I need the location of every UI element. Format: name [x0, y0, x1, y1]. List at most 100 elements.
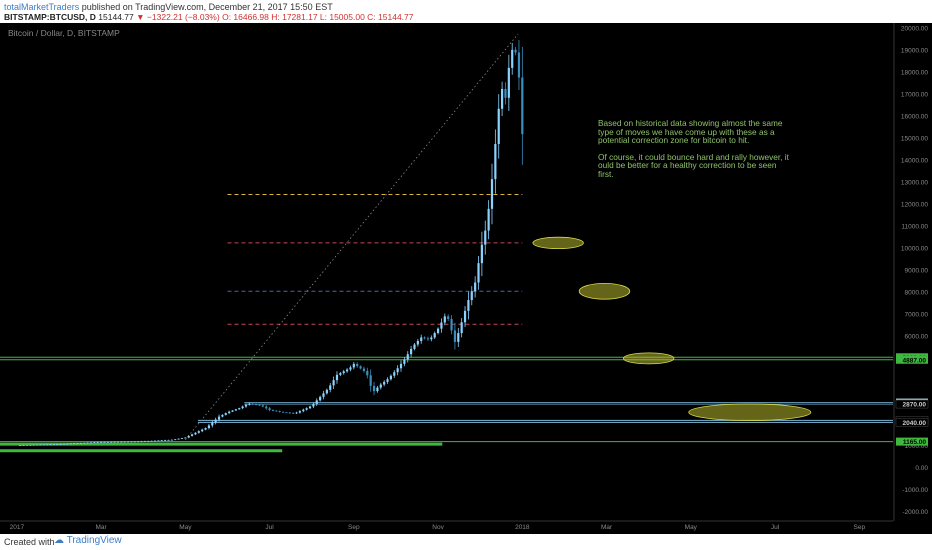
candle-body [19, 445, 22, 446]
last-price: 15144.77 [98, 12, 134, 22]
candle-body [389, 375, 392, 380]
time-axis-border [0, 520, 893, 522]
x-tick-label: Sep [854, 524, 866, 531]
candle-body [322, 393, 325, 397]
created-with-label: Created with [4, 537, 55, 547]
candle-body [234, 409, 237, 411]
price-chart[interactable]: Bitcoin / Dollar, D, BITSTAMP 20000.00 19… [0, 23, 932, 534]
ohlc-values: O: 16466.98 H: 17281.17 L: 15005.00 C: 1… [222, 12, 414, 22]
x-tick-label: May [179, 524, 192, 531]
candle-body [302, 409, 305, 412]
candle-body [130, 441, 133, 443]
candle-body [255, 404, 258, 405]
candle-body [83, 442, 86, 444]
candle-body [265, 406, 268, 409]
price-label: 2870.00 [903, 402, 927, 409]
candle-body [103, 441, 106, 443]
correction-zone-1[interactable] [532, 236, 584, 250]
y-tick-label: 9000.00 [905, 267, 929, 274]
candle-body [201, 429, 204, 432]
tradingview-logo[interactable]: ☁ TradingView [54, 535, 122, 546]
x-tick-label: Jul [265, 524, 274, 531]
candle-body [339, 373, 342, 375]
candle-body [207, 425, 211, 429]
candle-body [477, 263, 480, 283]
candle-body [204, 428, 207, 430]
candle-body [224, 413, 227, 415]
y-tick-label: 7000.00 [905, 311, 929, 318]
y-tick-label: 6000.00 [905, 333, 929, 340]
candle-body [164, 440, 167, 441]
candle-body [517, 52, 521, 78]
candle-body [238, 408, 241, 410]
candle-body [450, 319, 453, 331]
candle-body [25, 444, 29, 446]
price-change: −1322.21 (−8.03%) [146, 12, 220, 22]
candle-body [137, 441, 140, 443]
candle-body [244, 404, 248, 407]
candle-body [76, 443, 79, 444]
price-label-bg [895, 399, 929, 409]
candle-body [312, 403, 315, 407]
footer-bar: Created with ☁ TradingView [0, 534, 932, 550]
candle-body [359, 366, 362, 369]
candle-body [410, 348, 413, 355]
y-tick-label: -1000.00 [902, 487, 928, 494]
candle-body [376, 387, 379, 392]
candle-body [457, 333, 460, 342]
candle-body [521, 77, 524, 135]
correction-zone-4[interactable] [688, 403, 812, 422]
candle-body [453, 330, 457, 342]
candle-body [319, 396, 322, 401]
candle-body [56, 444, 59, 445]
candle-body [214, 419, 217, 423]
price-label-bg [896, 437, 928, 446]
y-tick-label: 13000.00 [901, 179, 928, 186]
candle-body [93, 442, 96, 444]
candle-body [416, 340, 419, 345]
candle-body [349, 367, 352, 370]
symbol-label: BITSTAMP:BTCUSD, D [4, 12, 96, 22]
candle-body [39, 444, 42, 446]
candle-body [217, 416, 221, 420]
y-tick-label: 17000.00 [901, 91, 928, 98]
candle-body [106, 441, 109, 443]
y-tick-label: 16000.00 [901, 113, 928, 120]
y-tick-label: 15000.00 [901, 135, 928, 142]
candle-body [295, 412, 298, 414]
candle-body [86, 442, 89, 444]
candle-body [399, 363, 403, 369]
author-link[interactable]: totalMarketTraders [4, 2, 80, 12]
x-tick-label: Mar [95, 524, 107, 531]
candle-body [251, 403, 254, 405]
chart-area[interactable]: Bitcoin / Dollar, D, BITSTAMP 20000.00 19… [0, 23, 932, 534]
candle-body [49, 444, 52, 446]
candle-body [89, 442, 93, 444]
y-tick-label: 19000.00 [901, 47, 928, 54]
y-tick-label: 18000.00 [901, 69, 928, 76]
price-label: 4887.00 [903, 357, 927, 364]
candle-body [406, 354, 409, 360]
y-tick-label: 11000.00 [901, 223, 928, 230]
candle-body [413, 344, 416, 349]
price-axis-border [893, 23, 895, 521]
correction-zone-2[interactable] [578, 282, 631, 300]
candle-body [403, 359, 406, 364]
correction-zone-3[interactable] [623, 352, 675, 365]
candle-body [42, 444, 45, 446]
candle-body [440, 322, 443, 329]
candle-body [143, 441, 147, 442]
candle-body [126, 441, 130, 443]
candle-body [426, 338, 430, 340]
candle-body [288, 412, 291, 414]
candle-body [177, 438, 180, 440]
candle-body [248, 403, 251, 405]
candle-body [62, 443, 66, 445]
candle-body [211, 422, 214, 426]
candle-body [315, 400, 318, 404]
candle-body [470, 291, 473, 301]
candle-body [345, 369, 349, 372]
candle-body [298, 411, 302, 413]
candle-body [504, 88, 507, 98]
trendline[interactable] [185, 33, 519, 440]
